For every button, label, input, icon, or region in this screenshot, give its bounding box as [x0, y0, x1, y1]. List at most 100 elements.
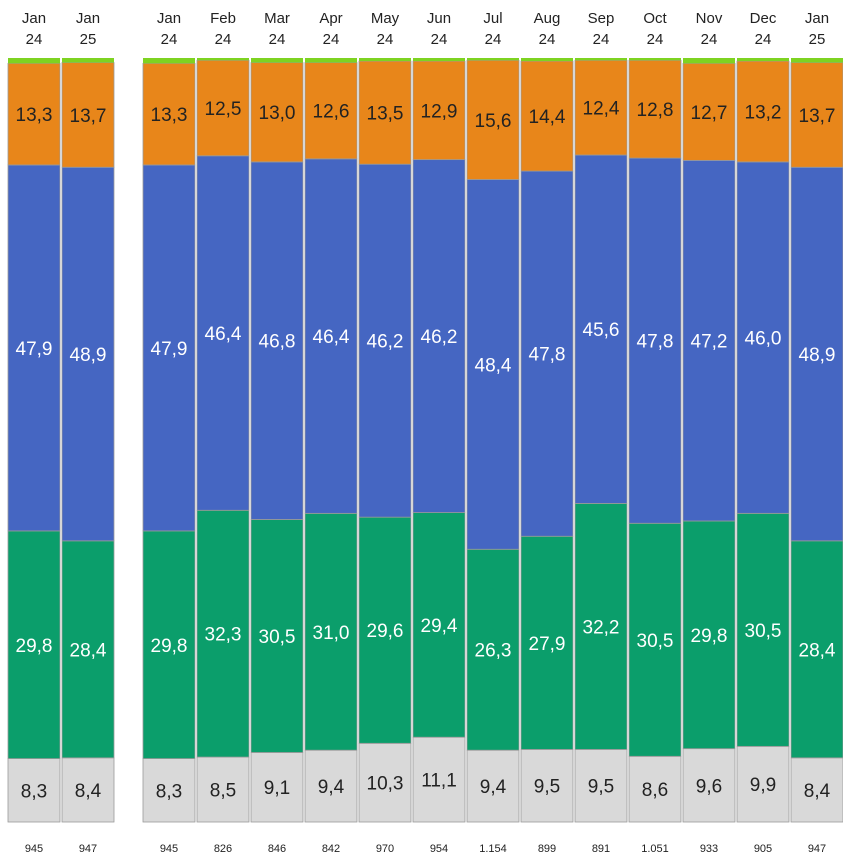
data-label: 30,5	[745, 621, 782, 642]
data-label: 47,8	[637, 332, 674, 353]
data-label: 27,9	[529, 634, 566, 655]
data-label: 29,8	[691, 626, 728, 647]
data-label: 45,6	[583, 320, 620, 341]
bar-segment	[304, 749, 358, 823]
bar-segment	[358, 163, 412, 518]
bar-segment	[466, 548, 520, 751]
bar-segment	[574, 59, 628, 156]
data-label: 48,4	[475, 355, 512, 376]
column-total: 970	[376, 843, 394, 855]
data-label: 10,3	[367, 774, 404, 795]
bar-segment	[358, 60, 412, 165]
bar-segment	[196, 59, 250, 157]
column-header-year: 24	[701, 31, 718, 48]
column-total: 1.051	[641, 843, 669, 855]
data-label: 15,6	[475, 111, 512, 132]
column-header-year: 24	[377, 31, 394, 48]
data-label: 28,4	[799, 640, 836, 661]
bar-segment	[251, 58, 303, 63]
column-header-year: 24	[755, 31, 772, 48]
bar-segment	[736, 512, 790, 747]
column-total: 945	[25, 843, 43, 855]
bar-segment	[358, 742, 412, 823]
data-label: 8,4	[804, 781, 831, 802]
data-label: 46,2	[421, 327, 458, 348]
data-label: 29,8	[151, 636, 188, 657]
bar-column: 11,1 29,4 46,2 12,9	[412, 58, 466, 823]
data-label: 46,4	[313, 327, 350, 348]
data-label: 9,9	[750, 775, 776, 796]
column-header-year: 24	[431, 31, 448, 48]
bar-segment	[196, 155, 250, 511]
bar-segment	[682, 520, 736, 750]
bar-segment	[250, 519, 304, 753]
bar-column: 10,3 29,6 46,2 13,5	[358, 58, 412, 823]
bar-segment	[196, 756, 250, 823]
bar-column: 9,4 31,0 46,4 12,6	[304, 58, 358, 823]
data-label: 48,9	[799, 345, 836, 366]
bar-segment	[359, 58, 411, 62]
bar-segment	[682, 62, 736, 161]
bar-segment	[790, 166, 843, 542]
column-header-year: 24	[647, 31, 664, 48]
column-header-year: 24	[593, 31, 610, 48]
bar-segment	[142, 62, 196, 166]
bar-segment	[736, 161, 790, 514]
column-total: 891	[592, 843, 610, 855]
bar-column: 8,4 28,4 48,9 13,7	[790, 58, 843, 823]
data-label: 12,5	[205, 99, 242, 120]
bar-segment	[62, 58, 114, 63]
bar-segment	[520, 749, 574, 823]
data-label: 47,9	[151, 339, 188, 360]
data-label: 8,3	[21, 781, 47, 802]
column-header-month: Jan	[76, 10, 100, 27]
column-header-year: 24	[161, 31, 178, 48]
bar-segment	[250, 752, 304, 823]
bar-segment	[466, 59, 520, 180]
data-label: 30,5	[259, 627, 296, 648]
column-header-year: 25	[80, 31, 97, 48]
data-label: 9,6	[696, 776, 722, 797]
data-label: 28,4	[70, 640, 107, 661]
column-total: 947	[808, 843, 826, 855]
bar-column: 8,6 30,5 47,8 12,8	[628, 58, 682, 823]
bar-segment	[61, 757, 115, 823]
data-label: 31,0	[313, 623, 350, 644]
bar-segment	[574, 503, 628, 750]
data-label: 13,3	[151, 105, 188, 126]
column-header-year: 24	[269, 31, 286, 48]
data-label: 48,9	[70, 345, 107, 366]
bar-column: 8,5 32,3 46,4 12,5	[196, 58, 250, 823]
bar-segment	[7, 62, 61, 166]
bar-segment	[61, 62, 115, 168]
column-header-month: Oct	[643, 10, 667, 27]
column-header-month: Aug	[534, 10, 561, 27]
bar-column: 9,9 30,5 46,0 13,2	[736, 58, 790, 823]
column-header-year: 24	[485, 31, 502, 48]
data-label: 13,7	[799, 106, 836, 127]
column-total: 842	[322, 843, 340, 855]
bar-segment	[412, 736, 466, 823]
bar-segment	[142, 530, 196, 759]
bar-column: 9,5 27,9 47,8 14,4	[520, 58, 574, 823]
bar-segment	[467, 58, 519, 61]
data-label: 9,5	[534, 777, 560, 798]
bar-segment	[413, 58, 465, 62]
column-header-year: 25	[809, 31, 826, 48]
bar-segment	[142, 164, 196, 532]
bar-segment	[7, 758, 61, 823]
bar-segment	[790, 757, 843, 823]
bar-segment	[628, 755, 682, 823]
bar-segment	[412, 512, 466, 738]
data-label: 8,6	[642, 780, 668, 801]
data-label: 47,9	[16, 339, 53, 360]
bar-segment	[737, 58, 789, 62]
column-total: 846	[268, 843, 286, 855]
column-header-month: Nov	[696, 10, 723, 27]
data-label: 46,2	[367, 332, 404, 353]
column-header-month: Dec	[750, 10, 777, 27]
column-header-year: 24	[323, 31, 340, 48]
bar-segment	[683, 58, 735, 64]
data-label: 46,0	[745, 329, 782, 350]
